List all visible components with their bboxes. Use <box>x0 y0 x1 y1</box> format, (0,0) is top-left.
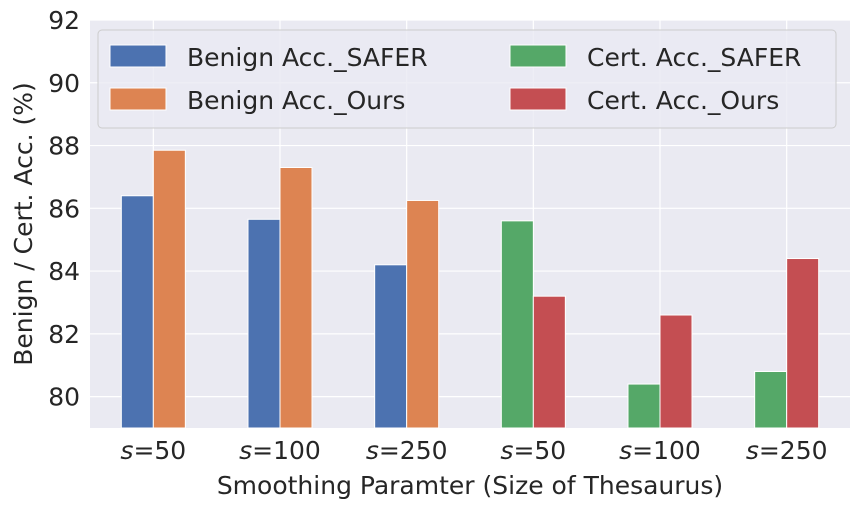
x-tick-label: s=50 <box>120 436 186 465</box>
bar-benign-acc-ours <box>152 149 186 429</box>
legend-swatch <box>109 44 167 68</box>
bar-cert-acc-safer <box>500 220 534 429</box>
bar-benign-acc-safer <box>247 218 281 429</box>
y-tick-label: 88 <box>48 132 80 161</box>
y-tick-labels: 80 82 84 86 88 90 92 <box>48 6 80 412</box>
legend-label: Benign Acc._Ours <box>187 86 405 115</box>
legend-label: Cert. Acc._Ours <box>587 86 779 115</box>
x-tick-label: s=250 <box>366 436 448 465</box>
x-tick-label: s=100 <box>239 436 321 465</box>
legend: Benign Acc._SAFER Benign Acc._Ours Cert. A… <box>97 29 837 129</box>
bar-cert-acc-ours <box>786 258 820 429</box>
bar-benign-acc-ours <box>279 167 313 429</box>
y-tick-label: 84 <box>48 257 80 286</box>
bar-cert-acc-ours <box>659 314 693 429</box>
bar-benign-acc-safer <box>374 264 408 429</box>
legend-frame <box>97 29 837 129</box>
bar-benign-acc-safer <box>120 195 154 429</box>
legend-label: Cert. Acc._SAFER <box>587 43 801 72</box>
bar-benign-acc-ours <box>406 199 440 429</box>
y-tick-label: 82 <box>48 320 80 349</box>
x-axis-label: Smoothing Paramter (Size of Thesaurus) <box>217 471 723 500</box>
bar-cert-acc-safer <box>754 371 788 429</box>
x-tick-label: s=100 <box>619 436 701 465</box>
x-tick-label: s=50 <box>500 436 566 465</box>
y-tick-label: 86 <box>48 194 80 223</box>
legend-swatch <box>109 87 167 111</box>
legend-swatch <box>509 87 567 111</box>
bar-cert-acc-safer <box>627 383 661 429</box>
legend-label: Benign Acc._SAFER <box>187 43 428 72</box>
x-tick-labels: s=50 s=100 s=250 s=50 s=100 s=250 <box>120 436 827 465</box>
x-tick-label: s=250 <box>746 436 828 465</box>
y-tick-label: 92 <box>48 6 80 35</box>
bar-cert-acc-ours <box>532 295 566 429</box>
y-tick-label: 90 <box>48 69 80 98</box>
bars <box>120 149 820 429</box>
y-axis-label: Benign / Cert. Acc. (%) <box>9 82 38 365</box>
y-tick-label: 80 <box>48 383 80 412</box>
legend-swatch <box>509 44 567 68</box>
